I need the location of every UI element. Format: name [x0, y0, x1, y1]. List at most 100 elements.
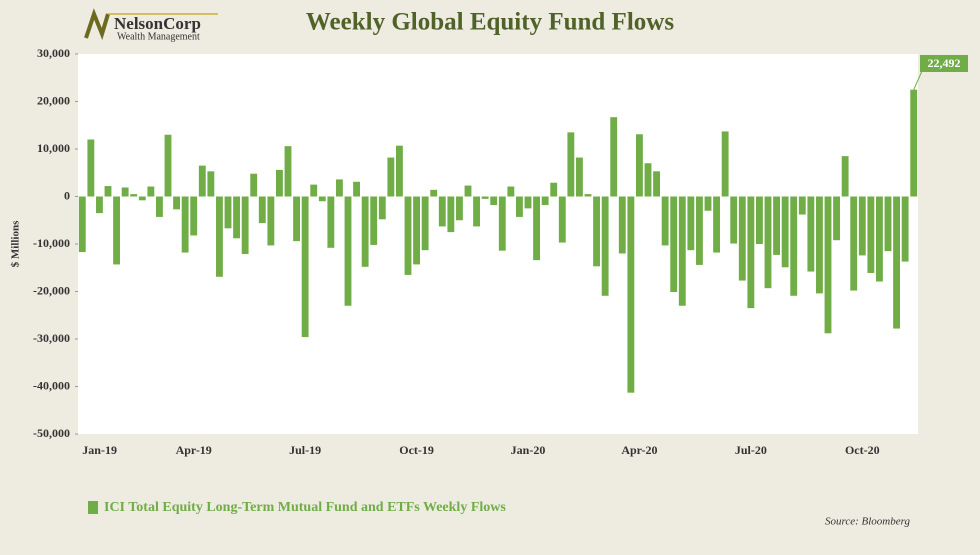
- bar: [156, 196, 163, 217]
- bar: [173, 196, 180, 210]
- x-tick-label: Jan-19: [82, 443, 117, 457]
- bar: [567, 132, 575, 197]
- y-tick-label: 0: [64, 188, 70, 202]
- bar: [781, 196, 789, 268]
- bar: [867, 196, 875, 273]
- bar: [747, 196, 755, 309]
- bar: [773, 196, 780, 255]
- bar: [610, 117, 618, 197]
- bar: [678, 196, 686, 306]
- legend-swatch: [88, 501, 98, 514]
- y-tick-label: 10,000: [37, 141, 70, 155]
- bar: [670, 196, 678, 292]
- bar: [653, 171, 660, 197]
- bar: [618, 196, 626, 254]
- bar: [104, 186, 112, 197]
- bar: [224, 196, 232, 229]
- bar: [293, 196, 300, 242]
- bar: [584, 194, 592, 197]
- bar: [387, 157, 395, 197]
- bar: [207, 171, 215, 197]
- bar: [490, 196, 498, 206]
- bar: [87, 139, 95, 197]
- logo-mark: [84, 8, 110, 41]
- leader-line: [913, 70, 923, 90]
- y-tick-label: -50,000: [33, 426, 70, 440]
- bar: [687, 196, 695, 251]
- bar: [627, 196, 635, 393]
- bar: [661, 196, 669, 246]
- bar: [713, 196, 720, 253]
- bar: [593, 196, 600, 267]
- bar: [644, 163, 652, 197]
- bar: [876, 196, 883, 282]
- bar: [241, 196, 249, 254]
- bar: [310, 184, 318, 197]
- x-tick-label: Oct-20: [845, 443, 880, 457]
- bar: [370, 196, 378, 245]
- bar: [798, 196, 806, 215]
- data-label-box: [920, 55, 968, 72]
- y-tick-label: -10,000: [33, 236, 70, 250]
- bar: [113, 196, 120, 265]
- bar: [696, 196, 703, 265]
- bar: [550, 182, 558, 197]
- bar: [893, 196, 900, 329]
- x-tick-label: Jul-20: [735, 443, 767, 457]
- legend-label: ICI Total Equity Long-Term Mutual Fund a…: [104, 500, 506, 515]
- x-tick-label: Jan-20: [511, 443, 546, 457]
- bar: [858, 196, 866, 256]
- bar: [181, 196, 189, 253]
- bar: [78, 196, 86, 253]
- bar: [481, 196, 489, 199]
- x-tick-label: Jul-19: [289, 443, 321, 457]
- bar: [764, 196, 772, 289]
- bar: [807, 196, 815, 272]
- bar: [147, 186, 155, 197]
- bar: [558, 196, 566, 243]
- x-tick-label: Apr-19: [176, 443, 212, 457]
- bar: [730, 196, 738, 244]
- bar: [790, 196, 798, 296]
- y-tick-label: -40,000: [33, 378, 70, 392]
- data-label: 22,492: [928, 56, 961, 70]
- bar: [636, 134, 643, 197]
- bar: [824, 196, 832, 334]
- bar: [301, 196, 309, 338]
- bar: [96, 196, 103, 214]
- bar: [850, 196, 858, 291]
- bar: [190, 196, 198, 236]
- bar: [164, 134, 172, 197]
- bar: [498, 196, 506, 251]
- bar: [456, 196, 463, 221]
- bar: [318, 196, 326, 202]
- bar: [258, 196, 266, 224]
- bar: [430, 189, 438, 197]
- bar: [541, 196, 549, 206]
- bar: [250, 173, 258, 197]
- y-tick-label: -20,000: [33, 283, 70, 297]
- x-tick-label: Apr-20: [621, 443, 657, 457]
- bar: [738, 196, 746, 281]
- bar: [138, 196, 146, 201]
- x-tick-label: Oct-19: [399, 443, 434, 457]
- bar: [336, 179, 343, 197]
- bar: [833, 196, 840, 241]
- bar: [121, 187, 129, 197]
- bar: [473, 196, 480, 227]
- bar: [464, 185, 472, 197]
- bar: [378, 196, 386, 220]
- bar: [216, 196, 223, 277]
- bar: [507, 186, 515, 197]
- bar: [533, 196, 540, 261]
- chart-title: Weekly Global Equity Fund Flows: [306, 9, 674, 36]
- bar: [284, 146, 292, 197]
- bar: [756, 196, 763, 244]
- bar: [361, 196, 369, 267]
- bar: [816, 196, 823, 294]
- bar: [413, 196, 420, 265]
- bar: [884, 196, 892, 252]
- bar: [841, 156, 849, 197]
